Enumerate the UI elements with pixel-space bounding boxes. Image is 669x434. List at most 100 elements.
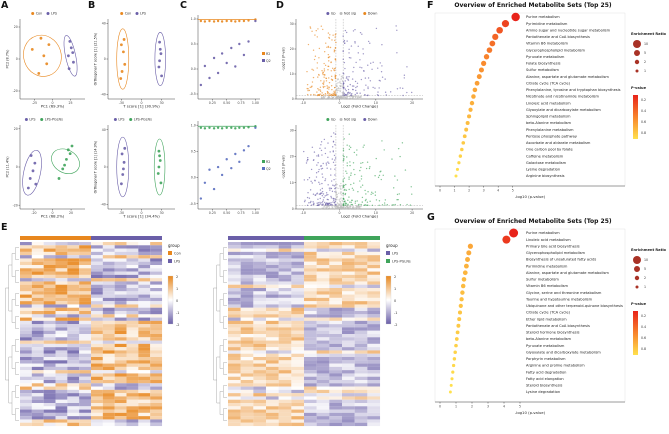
svg-text:Purine metabolism: Purine metabolism [526, 231, 560, 235]
svg-text:LPS: LPS [51, 12, 57, 16]
svg-text:Sulfur metabolism: Sulfur metabolism [526, 278, 559, 282]
svg-text:-1: -1 [176, 311, 179, 315]
svg-text:0: 0 [394, 299, 396, 303]
heatmap-lps-vs-lpspglns: group LPS LPS-PGLNs 2 1 0 -1 -2 [212, 234, 428, 432]
enrichment-title-f: Overview of Enriched Metabolite Sets (To… [454, 2, 612, 9]
svg-text:Pentose phosphate pathway: Pentose phosphate pathway [526, 134, 578, 138]
svg-text:Steroid biosynthesis: Steroid biosynthesis [526, 384, 562, 388]
svg-text:10: 10 [644, 258, 648, 262]
svg-text:Amino sugar and nucleotide sug: Amino sugar and nucleotide sugar metabol… [526, 28, 611, 32]
svg-text:0: 0 [292, 97, 294, 101]
svg-text:30: 30 [290, 22, 294, 26]
svg-text:-20: -20 [13, 89, 18, 93]
svg-text:Primary bile acid biosynthesis: Primary bile acid biosynthesis [526, 244, 580, 248]
svg-text:1: 1 [394, 287, 396, 291]
svg-text:0.2: 0.2 [641, 98, 646, 102]
svg-text:0.50: 0.50 [223, 101, 230, 105]
svg-text:Citrate cycle (TCA cycle): Citrate cycle (TCA cycle) [526, 311, 571, 315]
svg-text:1.0: 1.0 [191, 17, 196, 21]
svg-text:0: 0 [292, 207, 294, 211]
svg-text:2: 2 [644, 276, 646, 280]
svg-text:Steroid hormone biosynthesis: Steroid hormone biosynthesis [526, 331, 580, 335]
svg-text:Arginine and proline metabolis: Arginine and proline metabolism [526, 364, 585, 368]
svg-text:-log10 (p-value): -log10 (p-value) [515, 194, 546, 199]
svg-text:Taurine and hypotaurine metabo: Taurine and hypotaurine metabolism [525, 297, 593, 301]
panel-label-g: G [427, 212, 435, 223]
svg-text:PC2 (8.7%): PC2 (8.7%) [6, 49, 10, 69]
pca-score-plot-lps-vs-lpspglns: -20 0 20 -20 0 20 PC1 (68.2%) PC2 (11.4%) LPS LPS… [4, 116, 88, 220]
svg-text:10: 10 [290, 72, 294, 76]
svg-text:group: group [386, 243, 398, 248]
svg-text:0.25: 0.25 [209, 101, 216, 105]
panel-label-c: C [180, 0, 187, 11]
svg-text:0: 0 [16, 165, 18, 169]
svg-text:0: 0 [51, 101, 53, 105]
svg-text:P-value: P-value [631, 86, 647, 90]
svg-text:LPS-PGLNs: LPS-PGLNs [134, 118, 152, 122]
svg-text:Phenylalanine, tyrosine and tr: Phenylalanine, tyrosine and tryptophan b… [526, 88, 621, 92]
svg-text:Nicotinate and nicotinamide me: Nicotinate and nicotinamide metabolism [526, 95, 600, 99]
svg-text:Up: Up [331, 12, 336, 16]
svg-text:3: 3 [483, 189, 485, 193]
svg-text:20: 20 [290, 155, 294, 159]
svg-text:Glyoxylate and dicarboxylate m: Glyoxylate and dicarboxylate metabolism [526, 108, 601, 112]
svg-text:Alanine, aspartate and glutama: Alanine, aspartate and glutamate metabol… [526, 75, 609, 79]
svg-text:LPS-PGLNs: LPS-PGLNs [392, 260, 411, 264]
svg-text:1: 1 [176, 287, 178, 291]
svg-text:20: 20 [14, 25, 18, 29]
svg-text:-40: -40 [101, 93, 106, 97]
svg-text:20: 20 [14, 127, 18, 131]
svg-text:0.0: 0.0 [191, 67, 196, 71]
svg-text:Not sig: Not sig [344, 118, 356, 122]
svg-text:P-value: P-value [631, 302, 647, 306]
svg-text:0.4: 0.4 [641, 325, 646, 329]
svg-text:0.75: 0.75 [238, 211, 245, 215]
oplsda-score-plot-con-vs-lps: -30 0 30 -40 0 40 T score [1] (30.9%) Orthogona… [92, 10, 178, 110]
svg-text:LPS: LPS [29, 118, 35, 122]
svg-text:beta-Alanine metabolism: beta-Alanine metabolism [526, 121, 572, 125]
svg-text:LPS: LPS [118, 118, 124, 122]
svg-text:1: 1 [455, 405, 457, 409]
permutation-plot-lps-vs-lpspglns: 0.25 0.50 0.75 1.00 -0.5 0.0 0.5 1.0 R2 Q2 [182, 116, 274, 220]
svg-text:4: 4 [497, 189, 499, 193]
svg-text:Folate biosynthesis: Folate biosynthesis [526, 62, 561, 66]
pca-score-plot-con-vs-lps: -25 0 25 -20 0 20 PC1 (69.3%) PC2 (8.7%) Con LPS [4, 10, 88, 110]
permutation-plot-con-vs-lps: 0.25 0.50 0.75 1.00 -0.5 0.0 0.5 1.0 R2 Q2 [182, 10, 274, 110]
svg-text:R2: R2 [266, 52, 270, 56]
svg-text:40: 40 [102, 22, 106, 26]
svg-text:0: 0 [176, 299, 178, 303]
svg-text:10: 10 [374, 211, 378, 215]
svg-text:-0.5: -0.5 [190, 202, 196, 206]
svg-text:Enrichment Ratio: Enrichment Ratio [631, 32, 667, 36]
svg-text:3: 3 [487, 405, 489, 409]
svg-text:20: 20 [69, 211, 73, 215]
svg-text:LPS-PGLNs: LPS-PGLNs [45, 118, 63, 122]
svg-text:20: 20 [410, 101, 414, 105]
svg-text:Sulfur metabolism: Sulfur metabolism [526, 68, 559, 72]
svg-text:0: 0 [439, 405, 441, 409]
svg-text:beta-Alanine metabolism: beta-Alanine metabolism [526, 337, 572, 341]
svg-text:Glycine, serine and threonine: Glycine, serine and threonine metabolism [526, 291, 602, 295]
svg-text:0.5: 0.5 [191, 149, 196, 153]
svg-text:Porphyrin metabolism: Porphyrin metabolism [526, 357, 566, 361]
svg-text:10: 10 [374, 101, 378, 105]
svg-text:LPS: LPS [392, 252, 399, 256]
oplsda-score-plot-lps-vs-lpspglns: -30 0 30 -40 0 40 T score [1] (34.4%) Orthogona… [92, 116, 178, 220]
svg-text:-log10 (p-value): -log10 (p-value) [515, 410, 546, 415]
svg-text:5: 5 [512, 189, 514, 193]
svg-text:Alanine, aspartate and glutama: Alanine, aspartate and glutamate metabol… [526, 271, 609, 275]
panel-label-e: E [1, 222, 8, 233]
svg-text:PC1 (69.3%): PC1 (69.3%) [41, 104, 65, 109]
svg-text:Con: Con [125, 12, 132, 16]
svg-text:20: 20 [410, 211, 414, 215]
svg-text:0: 0 [339, 101, 341, 105]
svg-text:2: 2 [644, 60, 646, 64]
svg-text:0.8: 0.8 [641, 347, 646, 351]
enrichment-dotplot-lps-vs-lpspglns: 0 1 2 3 4 5 -log10 (p-value) Purine metabolism L… [430, 227, 669, 432]
svg-text:Phenylalanine metabolism: Phenylalanine metabolism [526, 128, 574, 132]
svg-text:40: 40 [102, 128, 106, 132]
svg-text:0: 0 [104, 165, 106, 169]
svg-text:Up: Up [331, 118, 336, 122]
svg-text:2: 2 [471, 405, 473, 409]
